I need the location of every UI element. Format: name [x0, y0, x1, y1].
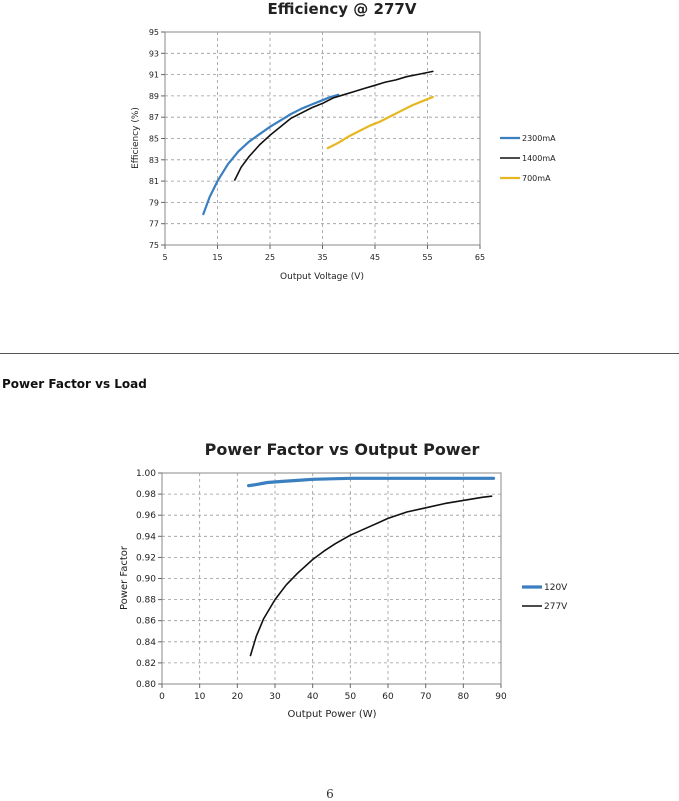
x-tick-label: 20 [232, 692, 244, 702]
x-tick-label: 45 [370, 253, 380, 262]
x-tick-label: 65 [475, 253, 485, 262]
x-tick-label: 0 [159, 692, 165, 702]
legend-label: 1400mA [522, 154, 556, 163]
y-tick-label: 0.98 [136, 490, 156, 500]
x-tick-label: 50 [345, 692, 357, 702]
y-axis-label: Efficiency (%) [131, 107, 141, 169]
x-tick-label: 15 [212, 253, 222, 262]
x-axis-label: Output Voltage (V) [280, 272, 364, 282]
y-tick-label: 0.80 [136, 680, 156, 690]
grid [158, 472, 502, 688]
section-heading: Power Factor vs Load [2, 377, 147, 391]
y-tick-label: 95 [149, 28, 159, 37]
x-tick-label: 60 [382, 692, 394, 702]
y-tick-label: 0.82 [136, 659, 156, 669]
series-lines [202, 70, 434, 216]
y-tick-label: 1.00 [136, 469, 156, 479]
y-tick-label: 81 [149, 177, 159, 186]
series-line-700mA [326, 95, 434, 150]
legend-label: 700mA [522, 174, 551, 183]
y-tick-label: 91 [149, 71, 159, 80]
x-tick-labels: 5 15 25 35 45 55 65 [162, 253, 485, 262]
efficiency-chart: Efficiency @ 277V 5 15 25 35 45 55 65 75 77 79 81… [131, 0, 556, 282]
page-number: 6 [326, 787, 334, 801]
legend-label: 277V [544, 602, 568, 612]
x-tick-label: 55 [422, 253, 432, 262]
series-line-1400mA [234, 70, 434, 181]
y-tick-labels: 0.80 0.82 0.84 0.86 0.88 0.90 0.92 0.94 0.96 0.98… [136, 469, 156, 690]
x-tick-label: 5 [162, 253, 167, 262]
y-tick-label: 87 [149, 113, 159, 122]
y-tick-label: 0.96 [136, 511, 156, 521]
x-axis-label: Output Power (W) [287, 709, 376, 720]
section-divider [0, 353, 679, 354]
y-tick-label: 79 [149, 198, 159, 207]
chart-title: Efficiency @ 277V [268, 0, 417, 18]
series-line-2300mA [202, 93, 340, 216]
y-tick-label: 89 [149, 92, 159, 101]
legend-label: 2300mA [522, 134, 556, 143]
x-tick-label: 10 [194, 692, 206, 702]
y-tick-label: 0.90 [136, 575, 156, 585]
y-tick-label: 0.92 [136, 553, 156, 563]
legend: 2300mA 1400mA 700mA [500, 134, 556, 183]
power-factor-chart: Power Factor vs Output Power 0 10 20 30 40 50… [119, 440, 568, 720]
x-tick-label: 70 [420, 692, 432, 702]
y-tick-label: 0.86 [136, 617, 156, 627]
y-tick-label: 77 [149, 220, 159, 229]
y-tick-label: 0.88 [136, 596, 156, 606]
y-tick-label: 75 [149, 241, 159, 250]
x-tick-label: 30 [269, 692, 281, 702]
y-tick-labels: 75 77 79 81 83 85 87 89 91 93 95 [149, 28, 159, 250]
y-tick-label: 0.94 [136, 532, 156, 542]
chart-title: Power Factor vs Output Power [205, 440, 480, 459]
grid [161, 31, 481, 249]
y-tick-label: 83 [149, 156, 159, 165]
x-tick-label: 35 [317, 253, 327, 262]
x-tick-label: 40 [307, 692, 319, 702]
legend: 120V 277V [522, 583, 568, 612]
legend-label: 120V [544, 583, 568, 593]
y-tick-label: 0.84 [136, 638, 156, 648]
series-line-120V [247, 476, 496, 488]
y-axis-label: Power Factor [119, 545, 130, 610]
series-lines [247, 476, 496, 657]
x-tick-label: 80 [458, 692, 470, 702]
y-tick-label: 85 [149, 135, 159, 144]
x-tick-label: 90 [495, 692, 507, 702]
x-tick-label: 25 [265, 253, 275, 262]
series-line-277V [249, 495, 493, 657]
x-tick-labels: 0 10 20 30 40 50 60 70 80 90 [159, 692, 507, 702]
y-tick-label: 93 [149, 49, 159, 58]
